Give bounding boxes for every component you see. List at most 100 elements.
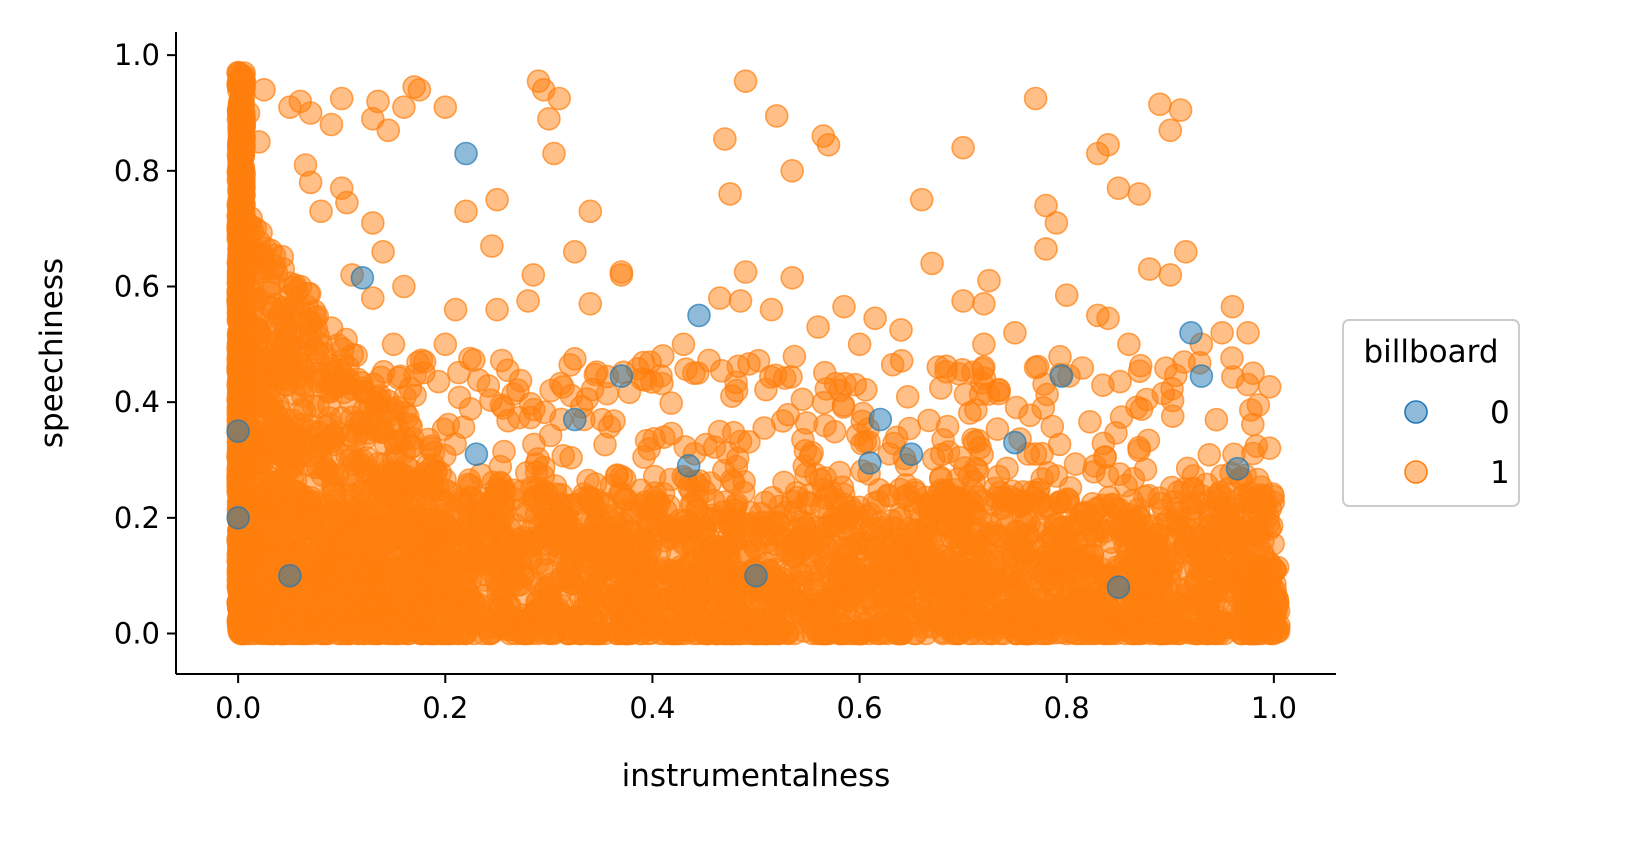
point-series-1 (281, 408, 306, 433)
point-series-1 (1174, 517, 1199, 541)
point-series-1 (1236, 320, 1260, 345)
point-series-1 (780, 265, 805, 290)
point-series-1 (1220, 346, 1244, 370)
point-series-1 (968, 382, 993, 407)
point-series-0 (226, 505, 250, 530)
point-series-1 (1183, 570, 1208, 594)
point-series-1 (1004, 581, 1028, 606)
point-series-1 (638, 505, 663, 530)
point-series-1 (593, 432, 617, 457)
point-series-1 (731, 585, 756, 610)
point-series-1 (1158, 118, 1183, 143)
point-series-1 (288, 442, 313, 467)
point-series-1 (659, 391, 684, 415)
point-series-1 (584, 525, 609, 549)
point-series-1 (951, 135, 975, 160)
point-series-1 (309, 199, 333, 224)
point-series-1 (480, 234, 504, 258)
point-series-1 (764, 104, 789, 128)
point-series-1 (977, 268, 1001, 293)
point-series-1 (1067, 547, 1091, 571)
point-series-1 (1096, 306, 1120, 331)
point-series-1 (1167, 621, 1192, 646)
point-series-1 (815, 483, 840, 508)
point-series-1 (920, 251, 944, 276)
point-series-1 (979, 621, 1004, 646)
point-series-1 (681, 532, 706, 557)
point-series-1 (697, 550, 722, 574)
point-series-1 (584, 360, 609, 385)
point-series-1 (972, 291, 996, 316)
point-series-1 (1005, 495, 1030, 520)
point-series-1 (836, 562, 861, 587)
dense-point-cloud (226, 61, 1291, 646)
point-series-1 (662, 621, 687, 646)
point-series-1 (1205, 578, 1229, 603)
point-series-1 (1241, 502, 1265, 526)
point-series-1 (346, 515, 371, 540)
point-series-1 (382, 516, 406, 541)
point-series-1 (259, 432, 284, 457)
point-series-1 (576, 485, 601, 510)
point-series-1 (1143, 594, 1168, 619)
point-series-1 (807, 541, 832, 565)
point-series-1 (863, 306, 887, 331)
point-series-1 (246, 500, 271, 525)
point-series-1 (323, 488, 348, 513)
point-series-1 (945, 621, 970, 646)
point-series-1 (1091, 373, 1115, 398)
point-series-1 (776, 402, 800, 427)
point-series-1 (720, 468, 744, 493)
point-series-1 (1034, 237, 1058, 261)
point-series-1 (885, 621, 910, 646)
point-series-1 (226, 72, 250, 96)
point-series-1 (1121, 514, 1146, 538)
point-series-1 (578, 199, 603, 224)
point-series-1 (768, 494, 792, 519)
point-series-1 (1261, 490, 1285, 515)
point-series-1 (236, 101, 261, 125)
point-series-1 (447, 385, 472, 410)
point-series-1 (1004, 519, 1029, 544)
point-series-1 (692, 621, 717, 646)
point-series-1 (640, 593, 665, 617)
point-series-1 (1044, 211, 1069, 235)
point-series-1 (559, 445, 583, 470)
point-series-1 (1127, 435, 1151, 460)
point-series-1 (312, 432, 337, 456)
point-series-0 (226, 419, 250, 443)
point-series-1 (1246, 393, 1271, 417)
point-series-1 (484, 486, 509, 511)
point-series-1 (1181, 464, 1206, 488)
point-series-1 (1063, 452, 1088, 476)
point-series-1 (1127, 359, 1152, 384)
point-series-1 (950, 357, 975, 382)
point-series-1 (371, 240, 395, 264)
point-series-1 (460, 486, 484, 510)
point-series-1 (988, 546, 1013, 570)
point-series-1 (355, 560, 380, 585)
point-series-1 (324, 375, 349, 400)
point-series-1 (1030, 588, 1055, 613)
point-series-1 (366, 89, 390, 114)
point-series-1 (297, 492, 321, 516)
point-series-1 (479, 388, 503, 413)
point-series-1 (370, 496, 395, 521)
point-series-1 (485, 297, 509, 322)
point-series-1 (969, 534, 993, 558)
point-series-1 (557, 621, 582, 646)
point-series-1 (381, 332, 406, 357)
point-series-1 (676, 474, 701, 499)
point-series-1 (895, 384, 920, 409)
point-series-1 (252, 78, 276, 102)
point-series-1 (1078, 409, 1102, 434)
point-series-1 (550, 505, 575, 530)
point-series-1 (1117, 332, 1141, 357)
point-series-1 (745, 621, 770, 646)
point-series-1 (1247, 617, 1272, 641)
point-series-1 (409, 592, 434, 617)
point-series-1 (1149, 491, 1173, 516)
point-series-1 (283, 468, 308, 493)
point-series-1 (252, 533, 277, 558)
point-series-1 (226, 299, 251, 323)
